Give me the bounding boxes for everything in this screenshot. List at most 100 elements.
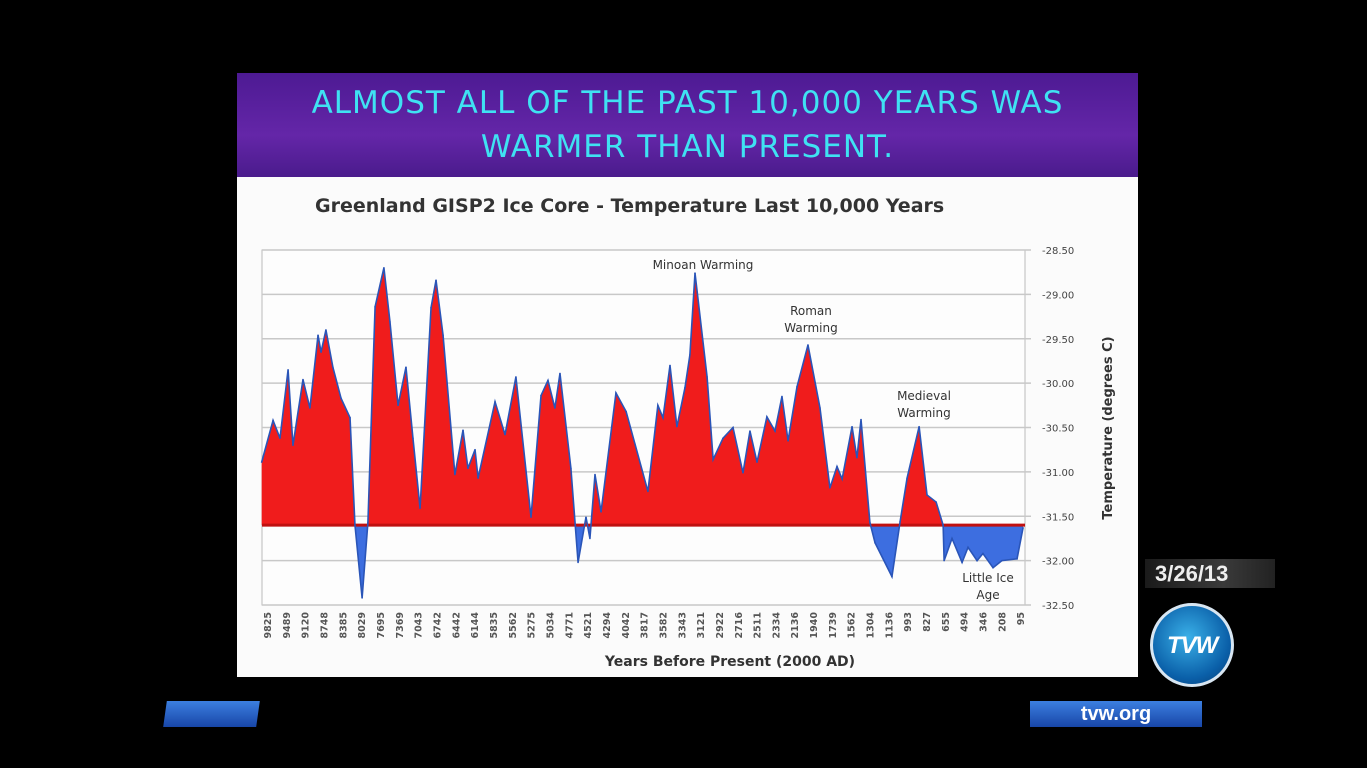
date-badge: 3/26/13 bbox=[1145, 559, 1275, 588]
data-point bbox=[976, 559, 978, 562]
data-point bbox=[367, 521, 369, 524]
x-tick-label: 8385 bbox=[338, 612, 349, 638]
annotations: Minoan Warming Roman Warming Medieval Warmin… bbox=[653, 258, 1014, 602]
x-tick-label: 6442 bbox=[451, 612, 462, 638]
data-point bbox=[676, 425, 678, 428]
x-tick-label: 827 bbox=[922, 612, 933, 632]
data-point bbox=[787, 440, 789, 442]
data-point bbox=[951, 537, 953, 540]
x-tick-label: 9825 bbox=[263, 612, 274, 638]
annotation-label: Roman bbox=[790, 304, 832, 318]
y-tick-label: -30.00 bbox=[1042, 379, 1074, 390]
data-point bbox=[684, 386, 686, 389]
x-tick-label: 2922 bbox=[715, 612, 726, 638]
chart-title: Greenland GISP2 Ice Core - Temperature L… bbox=[315, 195, 945, 217]
data-point bbox=[906, 477, 908, 479]
data-point bbox=[594, 473, 596, 476]
data-point bbox=[272, 419, 274, 422]
data-point bbox=[349, 416, 351, 419]
x-tick-label: 494 bbox=[960, 612, 971, 632]
slide-header: ALMOST ALL OF THE PAST 10,000 YEARS WAS … bbox=[237, 73, 1138, 177]
data-point bbox=[891, 575, 893, 578]
data-point bbox=[689, 353, 691, 356]
data-point bbox=[967, 546, 969, 549]
data-point bbox=[430, 306, 432, 309]
y-tick-label: -31.00 bbox=[1042, 468, 1074, 479]
data-point bbox=[774, 430, 776, 432]
x-tick-label: 346 bbox=[979, 612, 990, 632]
data-point bbox=[412, 437, 414, 439]
logo-text: TVW bbox=[1167, 632, 1218, 659]
x-tick-label: 2716 bbox=[734, 612, 745, 639]
data-point bbox=[869, 521, 871, 524]
x-tick-label: 8029 bbox=[357, 612, 368, 638]
temperature-area bbox=[260, 266, 1025, 599]
headline-line-2: WARMER THAN PRESENT. bbox=[480, 129, 895, 165]
data-point bbox=[841, 478, 843, 480]
x-tick-label: 9120 bbox=[301, 612, 312, 639]
y-tick-label: -30.50 bbox=[1042, 424, 1074, 435]
data-point bbox=[657, 404, 659, 407]
x-tick-label: 2511 bbox=[753, 612, 764, 638]
x-tick-label: 1136 bbox=[884, 612, 895, 639]
data-point bbox=[361, 597, 363, 599]
data-point bbox=[292, 444, 294, 447]
data-point bbox=[397, 404, 399, 407]
area-above-baseline bbox=[261, 267, 1024, 526]
data-point bbox=[559, 372, 561, 375]
data-point bbox=[742, 471, 744, 474]
x-tick-label: 1304 bbox=[866, 612, 877, 639]
data-point bbox=[467, 467, 469, 470]
x-tick-label: 2136 bbox=[790, 612, 801, 639]
x-axis-ticks: 9825 9489 9120 8748 8385 8029 7695 7369 7043 6742… bbox=[263, 612, 1027, 639]
data-point bbox=[935, 501, 937, 503]
data-point bbox=[615, 392, 617, 394]
x-tick-label: 2334 bbox=[771, 612, 782, 639]
data-point bbox=[374, 306, 376, 308]
data-point bbox=[749, 430, 751, 432]
data-point bbox=[530, 516, 532, 518]
data-point bbox=[540, 394, 542, 397]
x-tick-label: 4294 bbox=[602, 612, 613, 639]
data-point bbox=[732, 426, 734, 429]
data-point bbox=[383, 266, 385, 269]
y-axis-ticks: -28.50 -29.00 -29.50 -30.00 -30.50 -31.00 -31.… bbox=[1042, 246, 1074, 612]
x-tick-label: 95 bbox=[1016, 612, 1027, 625]
headline-line-1: ALMOST ALL OF THE PAST 10,000 YEARS WAS bbox=[311, 85, 1064, 121]
data-point bbox=[474, 448, 476, 451]
data-point bbox=[992, 566, 994, 569]
data-point bbox=[547, 379, 549, 382]
x-tick-label: 7695 bbox=[376, 612, 387, 638]
data-point bbox=[577, 561, 579, 564]
data-point bbox=[647, 490, 649, 493]
data-point bbox=[340, 397, 342, 400]
data-point bbox=[600, 511, 602, 513]
x-tick-label: 5275 bbox=[527, 612, 538, 638]
data-point bbox=[260, 461, 263, 463]
annotation-label: Minoan Warming bbox=[653, 258, 754, 272]
data-point bbox=[819, 407, 821, 409]
lower-third-bar-left bbox=[163, 701, 260, 727]
data-point bbox=[504, 433, 506, 436]
data-point bbox=[554, 407, 556, 409]
x-tick-label: 8748 bbox=[319, 612, 330, 639]
data-point bbox=[669, 364, 671, 367]
data-point bbox=[662, 416, 664, 419]
x-tick-label: 5835 bbox=[489, 612, 500, 638]
tvw-logo: TVW bbox=[1150, 603, 1234, 687]
data-point bbox=[982, 552, 984, 555]
data-point bbox=[354, 524, 356, 526]
data-point bbox=[860, 418, 862, 421]
x-tick-label: 5034 bbox=[545, 612, 556, 639]
data-point bbox=[317, 334, 319, 337]
x-tick-label: 4042 bbox=[621, 612, 632, 638]
x-tick-label: 655 bbox=[941, 612, 952, 632]
data-point bbox=[706, 376, 708, 378]
y-tick-label: -29.50 bbox=[1042, 335, 1074, 346]
data-point bbox=[942, 524, 944, 526]
data-point bbox=[320, 351, 322, 353]
data-point bbox=[405, 366, 407, 368]
x-tick-label: 7043 bbox=[414, 612, 425, 638]
x-tick-label: 3582 bbox=[658, 612, 669, 638]
